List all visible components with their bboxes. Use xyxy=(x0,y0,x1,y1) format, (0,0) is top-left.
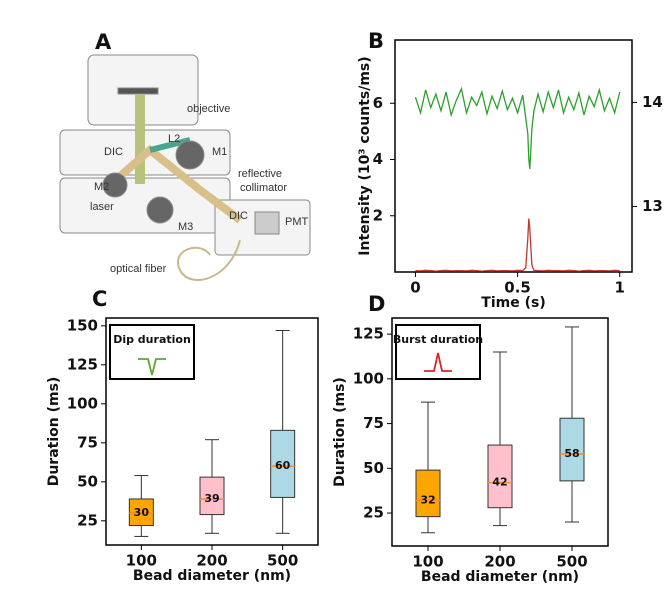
part-label: DIC xyxy=(104,146,123,158)
inset-box xyxy=(395,324,481,380)
median-label: 60 xyxy=(275,459,291,472)
plot-frame xyxy=(394,39,633,273)
y-tick-label: 150 xyxy=(67,316,98,334)
y-tick-label: 50 xyxy=(77,472,98,490)
y-tick-label: 25 xyxy=(77,511,98,529)
y2-tick-label: 14 xyxy=(642,93,663,111)
inset-label: Burst duration xyxy=(393,333,483,346)
box xyxy=(559,417,585,482)
part-label: M2 xyxy=(94,181,109,193)
y2-tick-label: 13 xyxy=(642,197,663,215)
x-tick-label: 100 xyxy=(126,552,157,570)
y-axis-label: Duration (ms) xyxy=(332,377,348,487)
x-axis-label: Bead diameter (nm) xyxy=(421,569,579,585)
x-tick-label: 100 xyxy=(412,553,443,571)
y-tick-label: 25 xyxy=(363,504,384,522)
x-tick-label: 0 xyxy=(410,279,420,297)
inset-box xyxy=(109,324,195,380)
part-label: DIC xyxy=(229,210,248,222)
panel-letter: B xyxy=(368,29,384,53)
y-tick-label: 125 xyxy=(67,355,98,373)
inset-icon xyxy=(138,358,166,376)
median-label: 32 xyxy=(420,494,435,507)
y-tick-label: 4 xyxy=(373,150,383,168)
part-label: PMT xyxy=(285,216,309,228)
x-tick-label: 1 xyxy=(615,279,625,297)
box xyxy=(128,498,154,526)
box xyxy=(270,429,296,498)
y-tick-label: 100 xyxy=(353,369,384,387)
panel-letter: C xyxy=(92,287,107,311)
panel-a: A objective L2 DIC M1 reflective collima… xyxy=(90,30,309,275)
series-line xyxy=(414,86,621,170)
x-tick-label: 500 xyxy=(556,553,587,571)
part-label: L2 xyxy=(168,133,180,145)
part-label: reflective xyxy=(238,168,282,180)
x-tick-label: 0.5 xyxy=(504,279,531,297)
inset-icon xyxy=(424,352,452,372)
y-tick-label: 75 xyxy=(77,433,98,451)
box xyxy=(487,444,513,509)
median-label: 39 xyxy=(204,492,219,505)
y-tick-label: 100 xyxy=(67,394,98,412)
panel-letter: A xyxy=(95,30,112,54)
part-label: M3 xyxy=(178,221,193,233)
box xyxy=(199,476,225,516)
x-axis-label: Time (s) xyxy=(481,295,545,311)
y-tick-label: 125 xyxy=(353,325,384,343)
x-tick-label: 200 xyxy=(196,552,227,570)
y-tick-label: 2 xyxy=(373,206,383,224)
y-axis-label: Intensity (10³ counts/ms) xyxy=(357,56,373,255)
y-axis-label: Duration (ms) xyxy=(46,377,62,487)
chart-panel: 25 50 75 100 125 100 32 200 42 500 58 Burst duratio… xyxy=(332,292,609,585)
y-tick-label: 6 xyxy=(373,94,383,112)
panel-letter: D xyxy=(368,292,385,316)
series-line xyxy=(415,218,620,272)
median-label: 58 xyxy=(564,447,579,460)
part-label: laser xyxy=(90,201,114,213)
y-tick-label: 75 xyxy=(363,414,384,432)
x-tick-label: 200 xyxy=(484,553,515,571)
part-label: collimator xyxy=(240,182,287,194)
setup-drawing xyxy=(59,54,311,281)
x-axis-label: Bead diameter (nm) xyxy=(133,568,291,584)
part-label: M1 xyxy=(212,146,227,158)
chart-panel: 25 50 75 100 125 150 100 30 200 39 500 60 Dip durati… xyxy=(46,287,319,584)
part-label: objective xyxy=(187,103,230,115)
box xyxy=(415,469,441,518)
part-label: optical fiber xyxy=(110,263,167,275)
median-label: 30 xyxy=(134,506,150,519)
inset-label: Dip duration xyxy=(113,333,191,346)
y-tick-label: 50 xyxy=(363,459,384,477)
chart-panel: 2 4 6 13 14 0 0.5 1 B Time (s) Intensity (10³ coun… xyxy=(357,29,663,311)
x-tick-label: 500 xyxy=(267,552,298,570)
median-label: 42 xyxy=(492,476,507,489)
